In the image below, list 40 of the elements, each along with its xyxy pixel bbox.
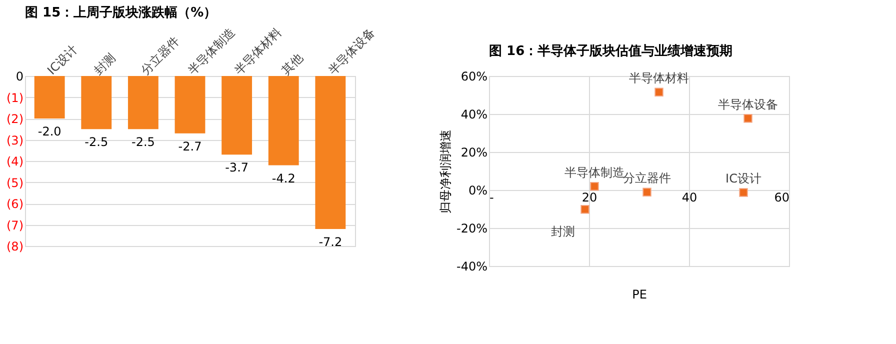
x-tick-label: 半导体设备 <box>325 25 378 78</box>
y-tick-label: 0% <box>468 184 488 198</box>
y-tick-label: (3) <box>6 133 24 148</box>
chart-title: 图 16：半导体子版块估值与业绩增速预期 <box>489 44 733 59</box>
data-label: -4.2 <box>272 171 296 186</box>
annotation: 封测 <box>551 224 575 238</box>
y-tick-label: 40% <box>460 108 488 122</box>
x-tick-label: 其他 <box>278 50 306 78</box>
x-tick-label: 20 <box>582 190 598 204</box>
x-tick-label: 40 <box>682 190 698 204</box>
data-label: -2.5 <box>84 135 108 150</box>
y-tick-label: 20% <box>460 146 488 160</box>
data-label: -2.5 <box>131 135 155 150</box>
y-tick-label: 0 <box>16 70 24 84</box>
x-axis-title: PE <box>632 288 647 302</box>
y-tick-label: (6) <box>6 197 24 211</box>
annotation: 分立器件 <box>623 171 671 186</box>
y-tick-label: (4) <box>6 154 24 168</box>
data-label: -7.2 <box>318 235 342 249</box>
y-tick-label: (1) <box>6 90 24 105</box>
y-tick-label: -40% <box>456 260 488 274</box>
x-tick-label: IC设计 <box>44 42 80 78</box>
y-tick-label: 60% <box>460 70 488 84</box>
y-tick-label: (5) <box>6 176 24 190</box>
annotation: 半导体设备 <box>718 97 778 112</box>
x-tick-label: 分立器件 <box>138 34 182 78</box>
annotation: 半导体制造 <box>564 165 624 180</box>
data-label: -2.0 <box>38 124 62 138</box>
y-axis-title: 归母净利润增速 <box>438 130 452 214</box>
data-label: -3.7 <box>225 160 249 175</box>
y-tick-label: (7) <box>6 218 24 232</box>
y-tick-label: (2) <box>6 112 24 126</box>
y-tick-label: -20% <box>456 222 488 236</box>
data-label: -2.7 <box>178 139 202 154</box>
annotation: IC设计 <box>726 171 762 186</box>
x-tick-label: 封测 <box>91 50 118 78</box>
y-tick-label: (8) <box>6 240 24 254</box>
x-tick-label: 60 <box>774 190 790 204</box>
chart-title: 图 15：上周子版块涨跌幅（%） <box>25 5 217 20</box>
x-tick-label: - <box>490 190 494 204</box>
